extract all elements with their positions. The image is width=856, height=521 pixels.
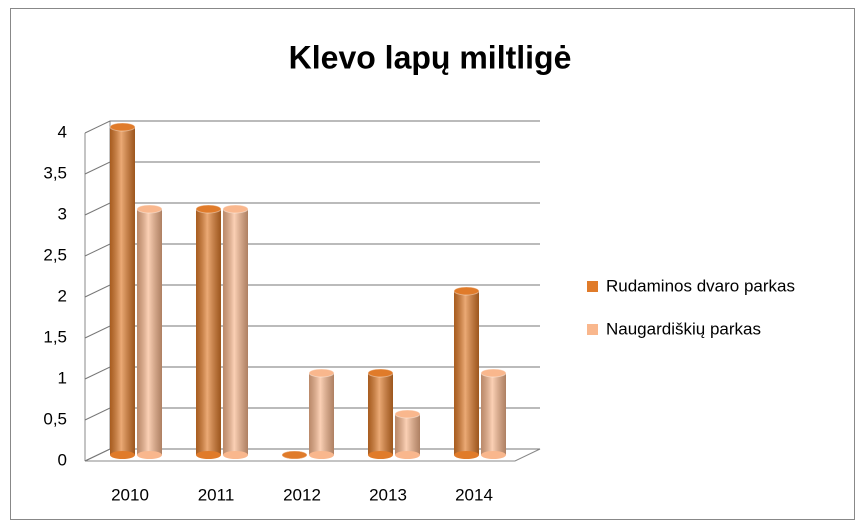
bar [367, 368, 394, 459]
y-tick-label: 3 [58, 204, 67, 223]
y-tick-label: 1,5 [43, 327, 67, 346]
bar [480, 368, 507, 459]
bar [136, 204, 163, 459]
y-tick-label: 2 [58, 286, 67, 305]
legend-label: Rudaminos dvaro parkas [606, 276, 795, 295]
bar [453, 286, 480, 459]
bar [222, 204, 249, 459]
legend-swatch [587, 281, 598, 292]
chart-title: Klevo lapų miltligė [289, 39, 572, 75]
y-tick-label: 4 [58, 122, 67, 141]
x-tick-label: 2010 [111, 485, 149, 504]
bar [109, 122, 136, 459]
bar [281, 450, 308, 460]
grid-line [84, 120, 540, 134]
legend-label: Naugardiškių parkas [606, 319, 761, 338]
bar [195, 204, 222, 459]
y-tick-label: 0 [58, 450, 67, 469]
y-tick-label: 2,5 [43, 245, 67, 264]
y-tick-label: 0,5 [43, 409, 67, 428]
x-tick-label: 2011 [198, 485, 235, 504]
y-tick-label: 1 [58, 368, 67, 387]
y-tick-label: 3,5 [43, 163, 67, 182]
x-tick-label: 2013 [369, 485, 407, 504]
bar [308, 368, 335, 459]
legend-swatch [587, 324, 598, 335]
bar [394, 409, 421, 459]
x-tick-label: 2014 [455, 485, 493, 504]
x-tick-label: 2012 [283, 485, 321, 504]
